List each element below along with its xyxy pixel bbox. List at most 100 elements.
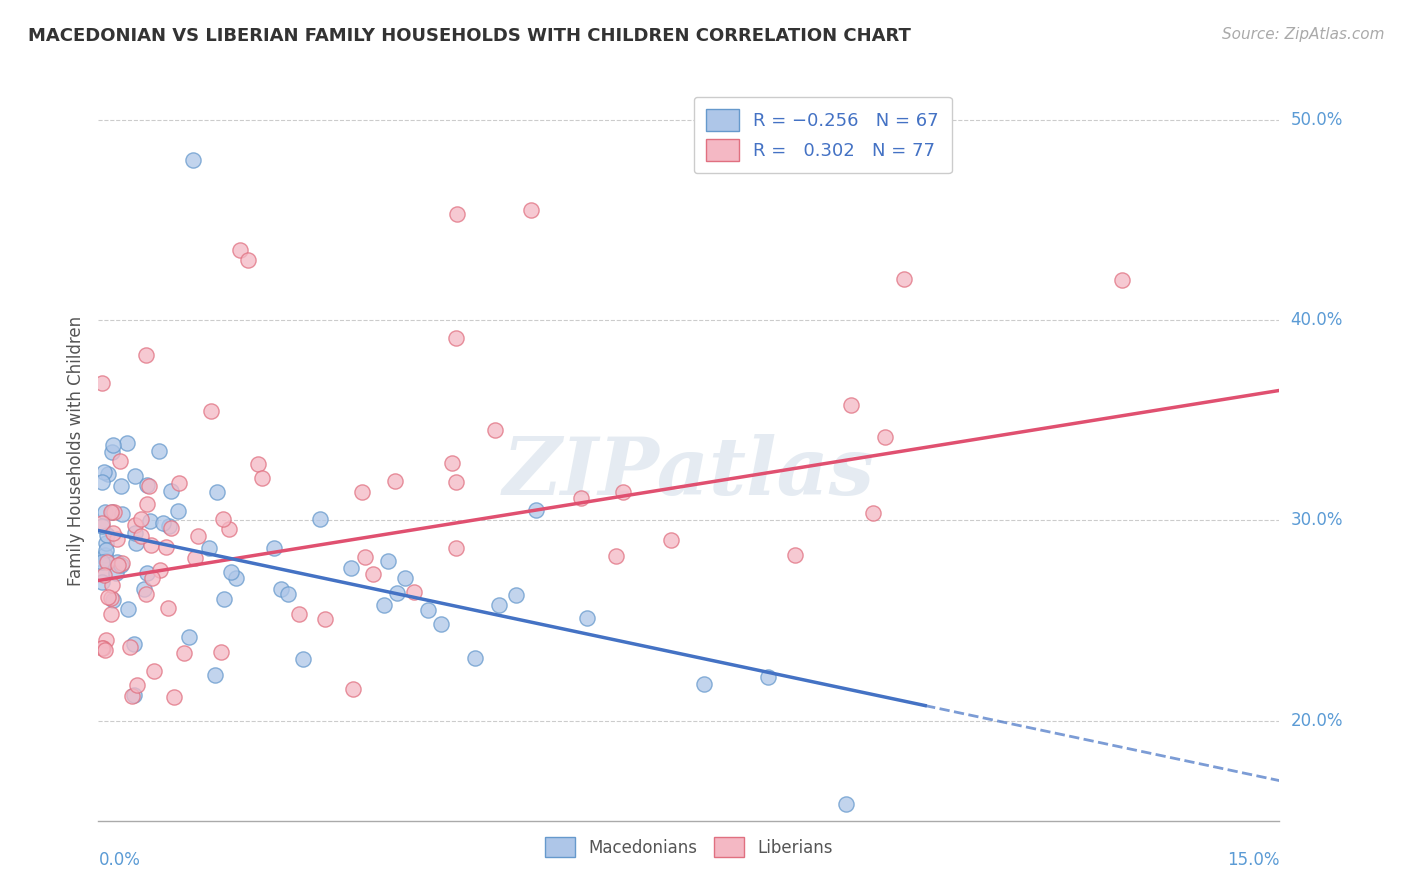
Point — [141, 571, 163, 585]
Point — [91, 640, 114, 655]
Point — [129, 529, 152, 543]
Point — [569, 491, 592, 505]
Point — [91, 565, 114, 579]
Text: 30.0%: 30.0% — [1291, 511, 1343, 530]
Point — [93, 568, 115, 582]
Point — [225, 571, 247, 585]
Point — [236, 253, 259, 268]
Point — [91, 376, 114, 390]
Point — [177, 631, 200, 645]
Point — [124, 535, 146, 549]
Point — [200, 403, 222, 417]
Point — [101, 526, 124, 541]
Text: 40.0%: 40.0% — [1291, 311, 1343, 329]
Text: ZIPatlas: ZIPatlas — [503, 434, 875, 511]
Point — [96, 554, 118, 568]
Point — [97, 467, 120, 481]
Point — [135, 478, 157, 492]
Point — [342, 681, 364, 696]
Point — [394, 571, 416, 585]
Point — [219, 565, 242, 579]
Text: 15.0%: 15.0% — [1227, 851, 1279, 869]
Point — [277, 587, 299, 601]
Point — [100, 591, 122, 605]
Point — [218, 522, 240, 536]
Point — [96, 536, 118, 550]
Point — [101, 593, 124, 607]
Point — [148, 444, 170, 458]
Point — [111, 507, 134, 521]
Point — [91, 475, 114, 489]
Point — [263, 541, 285, 555]
Point — [354, 549, 377, 564]
Point — [835, 797, 858, 811]
Point — [270, 582, 292, 596]
Point — [314, 612, 336, 626]
Point — [139, 514, 162, 528]
Point — [110, 479, 132, 493]
Point — [129, 512, 152, 526]
Point — [105, 555, 128, 569]
Point — [152, 516, 174, 530]
Point — [139, 538, 162, 552]
Point — [94, 632, 117, 647]
Point — [783, 548, 806, 562]
Point — [430, 616, 453, 631]
Point — [94, 506, 117, 520]
Point — [1111, 273, 1133, 287]
Point — [91, 574, 114, 589]
Point — [94, 548, 117, 562]
Point — [209, 645, 232, 659]
Point — [229, 244, 252, 258]
Point — [441, 456, 464, 470]
Point — [246, 457, 269, 471]
Point — [198, 541, 221, 555]
Point — [132, 582, 155, 596]
Point — [212, 592, 235, 607]
Point — [444, 475, 467, 489]
Text: 0.0%: 0.0% — [98, 851, 141, 869]
Point — [155, 541, 177, 555]
Point — [309, 512, 332, 526]
Point — [125, 678, 148, 692]
Point — [124, 469, 146, 483]
Point — [115, 435, 138, 450]
Point — [93, 465, 115, 479]
Point — [122, 688, 145, 702]
Point — [167, 476, 190, 491]
Point — [91, 556, 114, 570]
Point — [385, 586, 408, 600]
Point — [136, 497, 159, 511]
Point — [110, 558, 132, 573]
Point — [124, 517, 146, 532]
Point — [488, 598, 510, 612]
Point — [91, 641, 114, 656]
Point — [101, 505, 124, 519]
Point — [117, 601, 139, 615]
Point — [103, 505, 125, 519]
Point — [156, 601, 179, 615]
Point — [100, 505, 122, 519]
Point — [91, 516, 114, 530]
Point — [160, 483, 183, 498]
Text: 20.0%: 20.0% — [1291, 712, 1343, 730]
Point — [135, 348, 157, 362]
Point — [212, 512, 235, 526]
Point — [205, 485, 228, 500]
Point — [142, 665, 165, 679]
Point — [157, 518, 180, 533]
Point — [873, 430, 896, 444]
Point — [163, 690, 186, 705]
Point — [94, 643, 117, 657]
Point — [416, 603, 439, 617]
Point — [204, 667, 226, 681]
Point — [291, 651, 314, 665]
Point — [96, 555, 118, 569]
Point — [173, 646, 195, 660]
Point — [91, 518, 114, 533]
Point — [524, 503, 547, 517]
Point — [340, 561, 363, 575]
Point — [136, 566, 159, 580]
Point — [135, 587, 157, 601]
Point — [692, 677, 714, 691]
